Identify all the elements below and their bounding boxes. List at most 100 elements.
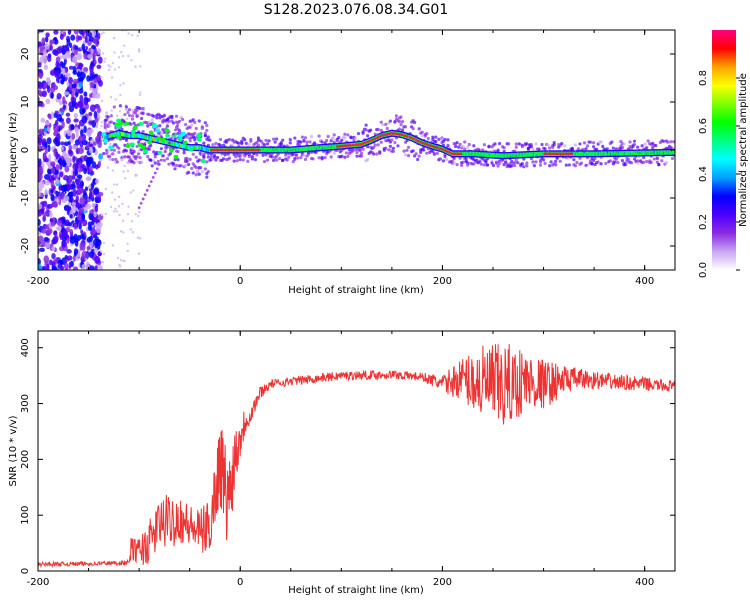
signal-halo [441,159,446,163]
signal-halo [599,140,603,144]
signal-band-core [375,136,378,140]
signal-halo [147,112,151,117]
noise-cell [38,235,44,242]
signal-band-mid [495,153,498,158]
signal-band-mid [481,152,485,157]
noise-cell [59,33,64,40]
spectrogram-xtick-label: 200 [433,276,452,287]
signal-band-mid [286,147,289,153]
noise-cell [121,219,125,222]
noise-cell [87,31,93,38]
spectrogram-ytick-label: 20 [20,48,31,61]
noise-cell [84,186,89,192]
noise-cell [87,53,94,59]
signal-halo [241,158,245,162]
noise-cell [100,124,103,127]
noise-cell [69,236,76,244]
signal-band-core [450,151,453,155]
noise-cell [74,168,79,176]
noise-cell [94,255,101,264]
signal-blob [108,145,114,150]
noise-cell [125,117,129,120]
signal-band-mid [186,144,189,150]
signal-band-mid [472,151,475,157]
noise-cell [86,75,91,82]
signal-band-mid [468,151,471,157]
noise-cell [138,93,142,97]
signal-halo [455,163,459,167]
signal-band-mid [148,135,151,141]
signal-band-mid [193,145,196,150]
noise-cell [62,31,67,37]
signal-band-core [211,148,215,152]
signal-band-mid [204,146,207,152]
signal-halo [199,166,203,170]
noise-cell [38,172,43,181]
signal-band-core [378,135,381,138]
signal-band-mid [519,152,523,158]
signal-halo [145,188,149,192]
noise-cell [81,263,86,270]
signal-halo [288,138,292,142]
noise-cell [94,205,99,213]
noise-cell [56,220,63,227]
noise-cell [76,252,81,258]
signal-halo [502,162,506,167]
signal-band-mid [154,137,157,142]
noise-cell [43,157,49,163]
signal-band-core [225,148,228,152]
noise-cell [38,81,43,90]
signal-halo [403,153,408,157]
signal-halo [364,128,368,132]
noise-cell [73,48,78,56]
signal-halo [278,156,282,161]
signal-blob [177,137,183,142]
signal-band-mid [501,153,504,158]
signal-band-mid [307,146,310,151]
signal-halo [123,155,127,159]
signal-halo [126,110,130,114]
noise-cell [138,210,141,214]
signal-halo [123,112,127,117]
noise-cell [43,173,50,180]
noise-cell [84,35,88,44]
signal-halo [127,155,132,159]
signal-halo [479,162,483,166]
signal-band-mid [671,150,674,155]
signal-halo [115,160,119,164]
signal-band-mid [265,147,268,153]
noise-cell [74,45,79,50]
noise-cell [59,73,64,79]
noise-cell [72,78,79,85]
noise-cell [53,124,59,133]
signal-band-core [345,144,348,147]
noise-cell [91,161,97,169]
noise-cell [65,112,71,117]
signal-band-mid [295,147,298,152]
signal-halo [501,158,505,162]
signal-band-mid [322,145,325,150]
signal-band-core [360,143,363,146]
signal-band-mid [177,142,180,148]
signal-halo [372,152,376,156]
noise-cell [74,163,80,170]
noise-cell [77,166,83,173]
signal-halo [588,159,593,163]
noise-cell [73,248,79,255]
signal-band-core [224,148,227,152]
noise-cell [121,54,125,58]
signal-halo [205,128,209,133]
signal-band-mid [594,151,597,157]
signal-band-core [428,144,432,147]
noise-cell [66,38,71,46]
noise-cell [138,237,142,240]
signal-band-mid [478,152,482,157]
signal-halo [461,144,465,148]
noise-cell [100,250,103,253]
signal-halo [406,153,411,158]
signal-band-mid [266,147,269,153]
snr-ytick-label: 400 [20,338,31,357]
noise-cell [89,209,95,214]
noise-cell [50,70,57,76]
noise-cell [46,228,53,235]
